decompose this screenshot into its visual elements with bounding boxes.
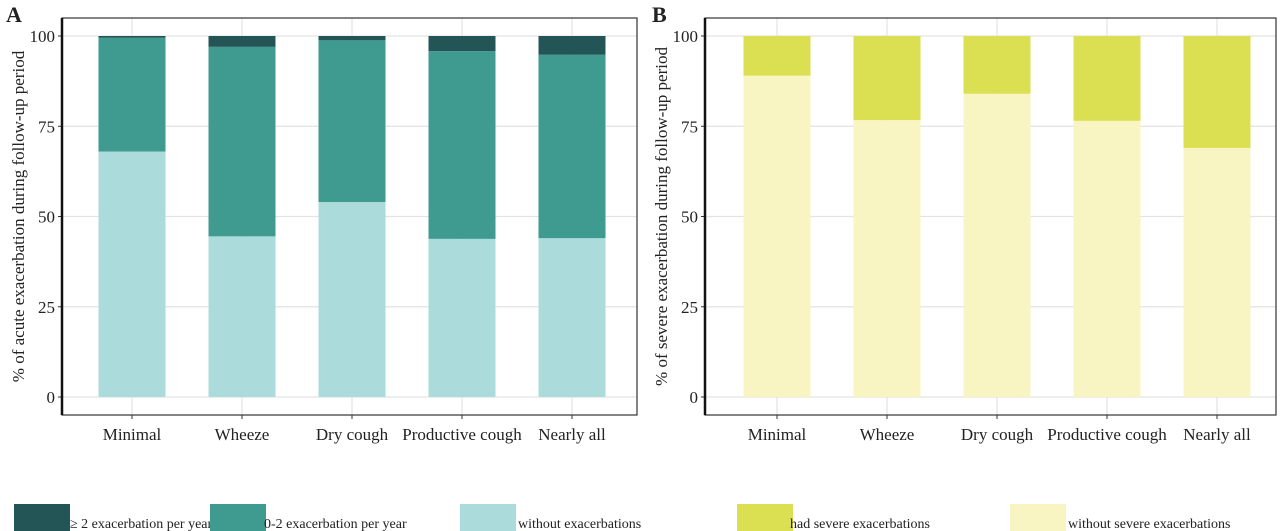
panel-A: 0 25 50 75 100 Minimal Wheeze Dry cough Producti… xyxy=(6,2,641,531)
bar-segment xyxy=(1073,120,1141,398)
legend-swatch xyxy=(1010,504,1066,531)
bar-segment xyxy=(538,54,606,239)
legend-item: ≥ 2 exacerbation per year xyxy=(14,504,212,531)
legend-label: 0-2 exacerbation per year xyxy=(264,517,407,531)
legend-label: had severe exacerbations xyxy=(790,517,930,531)
bar-segment xyxy=(538,36,606,55)
legend-label: without exacerbations xyxy=(518,517,641,531)
y-tick-label: 100 xyxy=(673,27,699,46)
panel-B: 0 25 50 75 100 Minimal Wheeze Dry cough Producti… xyxy=(652,2,1277,531)
x-tick-label: Nearly all xyxy=(538,425,606,444)
y-axis-label: % of acute exacerbation during follow-up… xyxy=(9,50,28,382)
legend-swatch xyxy=(210,504,266,531)
x-tick-label: Productive cough xyxy=(402,425,522,444)
bar-segment xyxy=(208,236,276,397)
legend-swatch xyxy=(460,504,516,531)
legend-item: without severe exacerbations xyxy=(1010,504,1231,531)
bar-segment xyxy=(98,37,166,152)
legend-item: had severe exacerbations xyxy=(737,504,930,531)
bar-segment xyxy=(428,238,496,397)
bar-segment xyxy=(318,36,386,41)
x-tick-label: Dry cough xyxy=(316,425,389,444)
bar-segment xyxy=(318,40,386,203)
bar-segment xyxy=(208,46,276,237)
legend-item: 0-2 exacerbation per year xyxy=(210,504,407,531)
y-tick-label: 100 xyxy=(30,27,56,46)
bar-segment xyxy=(853,36,921,121)
bar-segment xyxy=(208,36,276,47)
panel-label: A xyxy=(6,2,22,27)
legend-swatch xyxy=(737,504,793,531)
bar-segment xyxy=(743,36,811,76)
bar-segment xyxy=(1183,147,1251,397)
legend-label: ≥ 2 exacerbation per year xyxy=(70,517,212,531)
bar-segment xyxy=(1183,36,1251,148)
x-tick-label: Dry cough xyxy=(961,425,1034,444)
x-tick-label: Wheeze xyxy=(860,425,915,444)
y-tick-label: 0 xyxy=(690,388,699,407)
y-tick-label: 25 xyxy=(38,298,55,317)
bar-segment xyxy=(743,75,811,398)
bar-segment xyxy=(538,238,606,397)
y-tick-label: 50 xyxy=(38,208,55,227)
bar-segment xyxy=(98,36,166,38)
x-tick-label: Nearly all xyxy=(1183,425,1251,444)
bar-segment xyxy=(98,151,166,397)
bar-segment xyxy=(428,51,496,239)
bar-segment xyxy=(853,120,921,397)
y-tick-label: 0 xyxy=(47,388,56,407)
x-tick-label: Productive cough xyxy=(1047,425,1167,444)
panel-label: B xyxy=(652,2,667,27)
x-tick-label: Minimal xyxy=(748,425,807,444)
x-tick-label: Wheeze xyxy=(215,425,270,444)
bar-segment xyxy=(428,36,496,52)
bar-segment xyxy=(963,93,1031,397)
y-tick-label: 25 xyxy=(681,298,698,317)
bar-segment xyxy=(963,36,1031,94)
y-tick-label: 50 xyxy=(681,208,698,227)
legend-label: without severe exacerbations xyxy=(1068,517,1231,531)
bar-segment xyxy=(1073,36,1141,121)
legend-swatch xyxy=(14,504,70,531)
x-tick-label: Minimal xyxy=(103,425,162,444)
y-tick-label: 75 xyxy=(38,117,55,136)
bar-segment xyxy=(318,202,386,397)
y-axis-label: % of severe exacerbation during follow-u… xyxy=(652,47,671,386)
legend-item: without exacerbations xyxy=(460,504,641,531)
y-tick-label: 75 xyxy=(681,117,698,136)
